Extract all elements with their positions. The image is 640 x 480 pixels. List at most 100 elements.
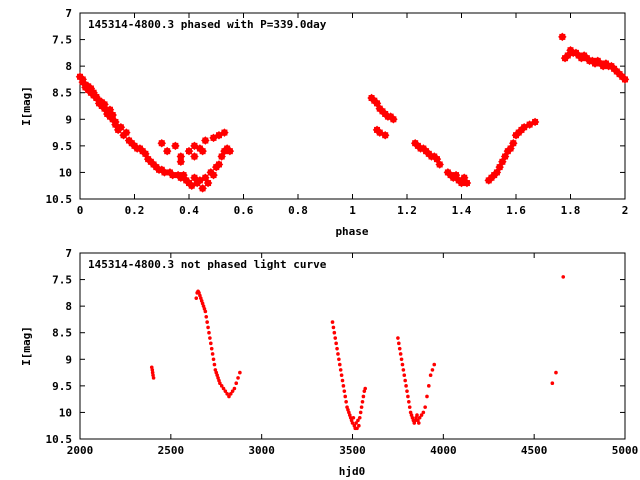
data-point (330, 320, 335, 324)
data-point (407, 405, 412, 409)
data-point (238, 370, 242, 375)
data-point (337, 362, 342, 367)
data-point (337, 357, 341, 362)
data-point (331, 325, 336, 330)
data-point (223, 389, 228, 393)
data-point-overlay (180, 172, 187, 179)
y-tick-label: 8 (65, 60, 72, 73)
x-tick-label: 2500 (158, 444, 185, 457)
data-point (221, 386, 226, 391)
data-point (150, 368, 155, 372)
data-point (397, 341, 401, 346)
x-tick-label: 1.4 (452, 204, 472, 217)
data-point-overlay (215, 161, 222, 168)
data-point-overlay (109, 112, 116, 119)
data-point (421, 410, 426, 415)
data-point-overlay (507, 145, 514, 152)
data-point (343, 394, 348, 399)
data-point-overlay (87, 85, 94, 92)
data-point-overlay (172, 142, 179, 149)
data-point-overlay (158, 140, 165, 147)
y-tick-label: 7 (65, 247, 72, 260)
x-axis-label: phase (335, 225, 368, 238)
plot-frame (79, 252, 626, 440)
y-tick-label: 8.5 (52, 87, 72, 100)
data-point (427, 384, 431, 388)
y-axis-label: I[mag] (20, 326, 33, 366)
data-point-overlay (226, 148, 233, 155)
data-point-overlay (510, 140, 517, 147)
data-point-overlay (433, 156, 440, 163)
data-point-overlay (374, 100, 381, 107)
data-point-overlay (496, 164, 503, 171)
x-tick-label: 0.2 (125, 204, 145, 217)
data-point-overlay (101, 101, 108, 108)
data-point (398, 352, 403, 356)
y-tick-label: 8 (65, 300, 72, 313)
data-point (360, 400, 365, 404)
y-tick-label: 10.5 (46, 433, 73, 446)
data-point (417, 415, 422, 420)
x-tick-label: 1.8 (561, 204, 581, 217)
data-point (341, 384, 346, 388)
data-point-overlay (90, 89, 97, 96)
data-point-overlay (532, 118, 539, 125)
data-point (432, 362, 437, 367)
data-point (402, 373, 407, 378)
data-point-overlay (221, 129, 228, 136)
data-point (359, 405, 364, 409)
data-point (550, 381, 555, 386)
data-point-overlay (169, 172, 176, 179)
x-tick-label: 3500 (339, 444, 366, 457)
data-point-overlay (463, 180, 470, 187)
data-point (209, 341, 213, 346)
data-point-overlay (205, 180, 212, 187)
data-point-overlay (210, 134, 217, 141)
data-point-overlay (493, 169, 500, 176)
data-point (401, 368, 406, 372)
chart-title: 145314-4800.3 not phased light curve (88, 258, 327, 271)
data-point-overlay (186, 148, 192, 155)
data-point (338, 368, 343, 372)
data-point (228, 392, 233, 396)
data-point (350, 421, 355, 425)
data-point (234, 381, 239, 386)
data-point-overlay (382, 132, 389, 139)
y-tick-label: 9.5 (52, 380, 72, 393)
data-point (425, 394, 429, 399)
data-point (210, 352, 215, 356)
data-point-overlay (177, 153, 184, 160)
data-point (554, 370, 558, 375)
data-point-overlay (526, 121, 533, 128)
tick-group: 2000 2500 3000 3500 4000 4500 5000 7 7.5 8 8.5 9 9.5… (46, 247, 639, 457)
y-axis-label: I[mag] (20, 86, 33, 126)
y-tick-label: 10.5 (46, 193, 73, 206)
data-point-overlay (559, 33, 566, 40)
data-point-overlay (164, 148, 171, 155)
data-point (212, 362, 217, 367)
x-tick-label: 1.6 (506, 204, 526, 217)
tick-group: 0 0.2 0.4 0.6 0.8 1 1.2 1.4 1.6 1.8 2 7 7.5 8 8.5 9 9.5 1… (46, 7, 629, 217)
x-tick-label: 5000 (612, 444, 639, 457)
data-point-overlay (188, 182, 195, 189)
data-point (151, 376, 156, 380)
data-point (403, 378, 407, 383)
data-point-overlay (436, 161, 443, 168)
x-tick-label: 1 (349, 204, 356, 217)
data-point (333, 336, 338, 340)
data-point (194, 296, 199, 300)
y-tick-label: 8.5 (52, 327, 72, 340)
data-point (339, 373, 344, 378)
y-tick-label: 10 (59, 406, 72, 419)
data-point-overlay (123, 129, 130, 136)
data-point (204, 314, 209, 319)
x-tick-label: 4000 (430, 444, 457, 457)
x-tick-label: 4500 (521, 444, 548, 457)
data-point-overlay (106, 106, 113, 113)
y-tick-label: 9 (65, 353, 72, 366)
y-tick-label: 10 (59, 166, 72, 179)
data-point (415, 413, 419, 417)
data-point (430, 368, 435, 372)
data-point (355, 426, 359, 431)
